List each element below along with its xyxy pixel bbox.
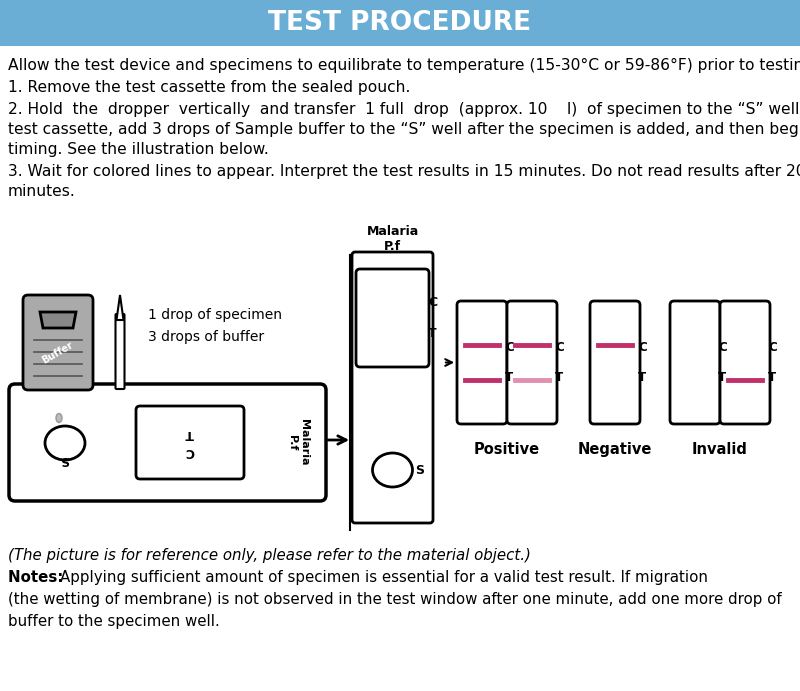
Text: Negative: Negative (578, 442, 652, 457)
FancyBboxPatch shape (457, 301, 507, 424)
Text: T: T (555, 371, 563, 384)
Text: T: T (505, 371, 513, 384)
Text: Notes:: Notes: (8, 570, 74, 585)
Text: C: C (768, 341, 777, 354)
Text: C: C (718, 341, 726, 354)
Ellipse shape (373, 453, 413, 487)
FancyBboxPatch shape (507, 301, 557, 424)
Text: Malaria
P.f: Malaria P.f (287, 419, 309, 466)
Text: T: T (638, 371, 646, 384)
Text: timing. See the illustration below.: timing. See the illustration below. (8, 142, 269, 157)
Text: Allow the test device and specimens to equilibrate to temperature (15-30°C or 59: Allow the test device and specimens to e… (8, 58, 800, 73)
Ellipse shape (56, 413, 62, 422)
Polygon shape (117, 295, 123, 320)
Text: (the wetting of membrane) is not observed in the test window after one minute, a: (the wetting of membrane) is not observe… (8, 592, 782, 607)
Text: Applying sufficient amount of specimen is essential for a valid test result. If : Applying sufficient amount of specimen i… (60, 570, 708, 585)
FancyBboxPatch shape (356, 269, 429, 367)
FancyBboxPatch shape (720, 301, 770, 424)
FancyBboxPatch shape (352, 252, 433, 523)
Text: 3 drops of buffer: 3 drops of buffer (148, 330, 264, 344)
Text: T: T (768, 371, 776, 384)
Polygon shape (40, 312, 76, 328)
Text: test cassette, add 3 drops of Sample buffer to the “S” well after the specimen i: test cassette, add 3 drops of Sample buf… (8, 122, 800, 137)
FancyBboxPatch shape (590, 301, 640, 424)
Text: Malaria
P.f: Malaria P.f (366, 225, 418, 253)
Text: 1 drop of specimen: 1 drop of specimen (148, 308, 282, 322)
Text: C: C (505, 341, 514, 354)
Text: Invalid: Invalid (692, 442, 748, 457)
Bar (0, 0, 800, 46)
FancyBboxPatch shape (9, 384, 326, 501)
Text: Positive: Positive (474, 442, 540, 457)
Text: 1. Remove the test cassette from the sealed pouch.: 1. Remove the test cassette from the sea… (8, 80, 410, 95)
Text: buffer to the specimen well.: buffer to the specimen well. (8, 614, 220, 629)
Text: S: S (61, 453, 70, 466)
Text: TEST PROCEDURE: TEST PROCEDURE (269, 10, 531, 36)
Text: (The picture is for reference only, please refer to the material object.): (The picture is for reference only, plea… (8, 548, 531, 563)
Text: C
T: C T (186, 427, 194, 458)
FancyBboxPatch shape (115, 314, 125, 389)
Text: T: T (428, 327, 437, 340)
FancyBboxPatch shape (670, 301, 720, 424)
Text: C: C (638, 341, 646, 354)
Text: T: T (718, 371, 726, 384)
Text: 3. Wait for colored lines to appear. Interpret the test results in 15 minutes. D: 3. Wait for colored lines to appear. Int… (8, 164, 800, 179)
Text: C: C (555, 341, 564, 354)
FancyBboxPatch shape (23, 295, 93, 390)
Text: C: C (428, 296, 437, 309)
Text: S: S (415, 464, 425, 477)
Text: 2. Hold  the  dropper  vertically  and transfer  1 full  drop  (approx. 10    l): 2. Hold the dropper vertically and trans… (8, 102, 800, 117)
Ellipse shape (45, 426, 85, 460)
Text: minutes.: minutes. (8, 184, 76, 199)
Text: Buffer: Buffer (41, 339, 75, 366)
FancyBboxPatch shape (136, 406, 244, 479)
